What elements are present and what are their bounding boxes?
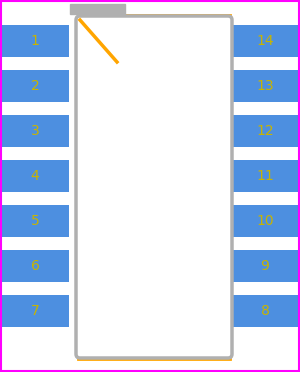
- Text: 6: 6: [31, 259, 39, 273]
- Text: 3: 3: [31, 124, 39, 138]
- Text: 11: 11: [256, 169, 274, 183]
- Text: 14: 14: [256, 34, 274, 48]
- Text: 4: 4: [31, 169, 39, 183]
- Bar: [1, 205, 69, 237]
- Bar: [1, 70, 69, 102]
- Text: 10: 10: [256, 214, 274, 228]
- Text: 13: 13: [256, 79, 274, 93]
- Bar: [1, 115, 69, 147]
- Bar: [231, 25, 299, 57]
- Text: 7: 7: [31, 304, 39, 318]
- Text: 1: 1: [31, 34, 39, 48]
- Bar: [1, 295, 69, 327]
- Bar: [1, 160, 69, 192]
- Bar: [231, 160, 299, 192]
- Bar: [78, 15, 230, 359]
- Bar: [1, 25, 69, 57]
- Bar: [231, 205, 299, 237]
- Bar: [231, 250, 299, 282]
- Text: 5: 5: [31, 214, 39, 228]
- FancyBboxPatch shape: [76, 16, 232, 358]
- Bar: [70, 4, 125, 14]
- Text: 8: 8: [261, 304, 269, 318]
- Text: 12: 12: [256, 124, 274, 138]
- Bar: [231, 70, 299, 102]
- Text: 2: 2: [31, 79, 39, 93]
- Bar: [231, 115, 299, 147]
- Bar: [1, 250, 69, 282]
- Bar: [231, 295, 299, 327]
- Text: 9: 9: [261, 259, 269, 273]
